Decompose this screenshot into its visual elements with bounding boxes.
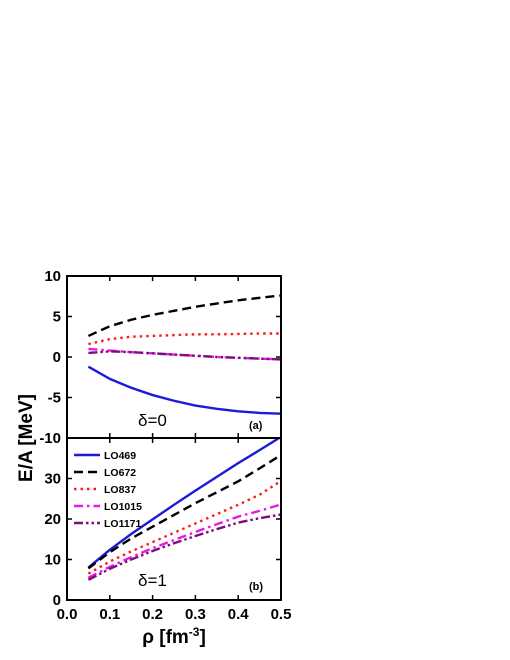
y-tick-label: 10: [44, 552, 61, 569]
y-tick-label: 0: [53, 349, 61, 366]
panel-a-series: [87, 294, 281, 415]
series-line-lo1015-panel-b: [87, 503, 281, 579]
x-axis-title-close: ]: [199, 627, 205, 648]
panel-b-series: [87, 438, 281, 581]
panel-b-annotation: δ=1: [138, 571, 167, 590]
x-tick-label: 0.5: [271, 606, 292, 623]
y-tick-label: 10: [44, 268, 61, 285]
series-line-lo837-panel-a: [88, 332, 281, 346]
panel-a-tag: (a): [249, 420, 263, 432]
legend-label-lo1015: LO1015: [104, 501, 142, 513]
y-tick-label: 20: [44, 511, 61, 528]
legend: LO469 LO672 LO837 LO1015 LO1171: [74, 450, 142, 530]
y-tick-label: -10: [39, 430, 61, 447]
series-line-lo672-panel-b: [87, 453, 281, 570]
panel-b-tag: (b): [249, 581, 263, 593]
series-line-lo1015-panel-a: [88, 347, 281, 361]
legend-label-lo837: LO837: [104, 484, 136, 496]
series-line-lo672-panel-a: [87, 294, 281, 338]
series-line-lo469-panel-b: [87, 438, 281, 569]
series-line-lo1171-panel-a: [88, 350, 281, 361]
x-axis-title: ρ [fm-3]: [142, 625, 206, 648]
y-tick-label: 30: [44, 471, 61, 488]
x-axis-title-main: ρ [fm: [142, 627, 189, 648]
x-axis-title-exponent: -3: [189, 625, 200, 639]
panel-a-annotation: δ=0: [138, 411, 167, 430]
panel-b: 0.0 0.1 0.2 0.3 0.4 0.5 0 10 20 30 LO469 LO672 LO83…: [44, 437, 291, 623]
x-tick-label: 0.2: [142, 606, 163, 623]
panel-b-frame: [66, 437, 282, 601]
legend-label-lo469: LO469: [104, 450, 136, 462]
panel-b-ticks: 0.0 0.1 0.2 0.3 0.4 0.5 0 10 20 30: [44, 438, 291, 623]
x-tick-label: 0.4: [228, 606, 250, 623]
panel-a-frame: [66, 275, 282, 439]
x-tick-label: 0.3: [185, 606, 206, 623]
y-tick-label: 5: [53, 309, 61, 326]
panel-a: -10 -5 0 5 10 δ=0 (a): [39, 268, 282, 447]
x-tick-label: 0.1: [99, 606, 120, 623]
series-line-lo469-panel-a: [87, 365, 281, 415]
y-tick-label: -5: [48, 390, 61, 407]
y-tick-label: 0: [53, 592, 61, 609]
legend-label-lo672: LO672: [104, 467, 136, 479]
legend-label-lo1171: LO1171: [104, 518, 142, 530]
y-axis-title: E/A [MeV]: [16, 394, 37, 482]
series-line-lo1171-panel-b: [87, 513, 281, 581]
series-line-lo837-panel-b: [87, 479, 281, 575]
x-tick-label: 0.0: [57, 606, 78, 623]
